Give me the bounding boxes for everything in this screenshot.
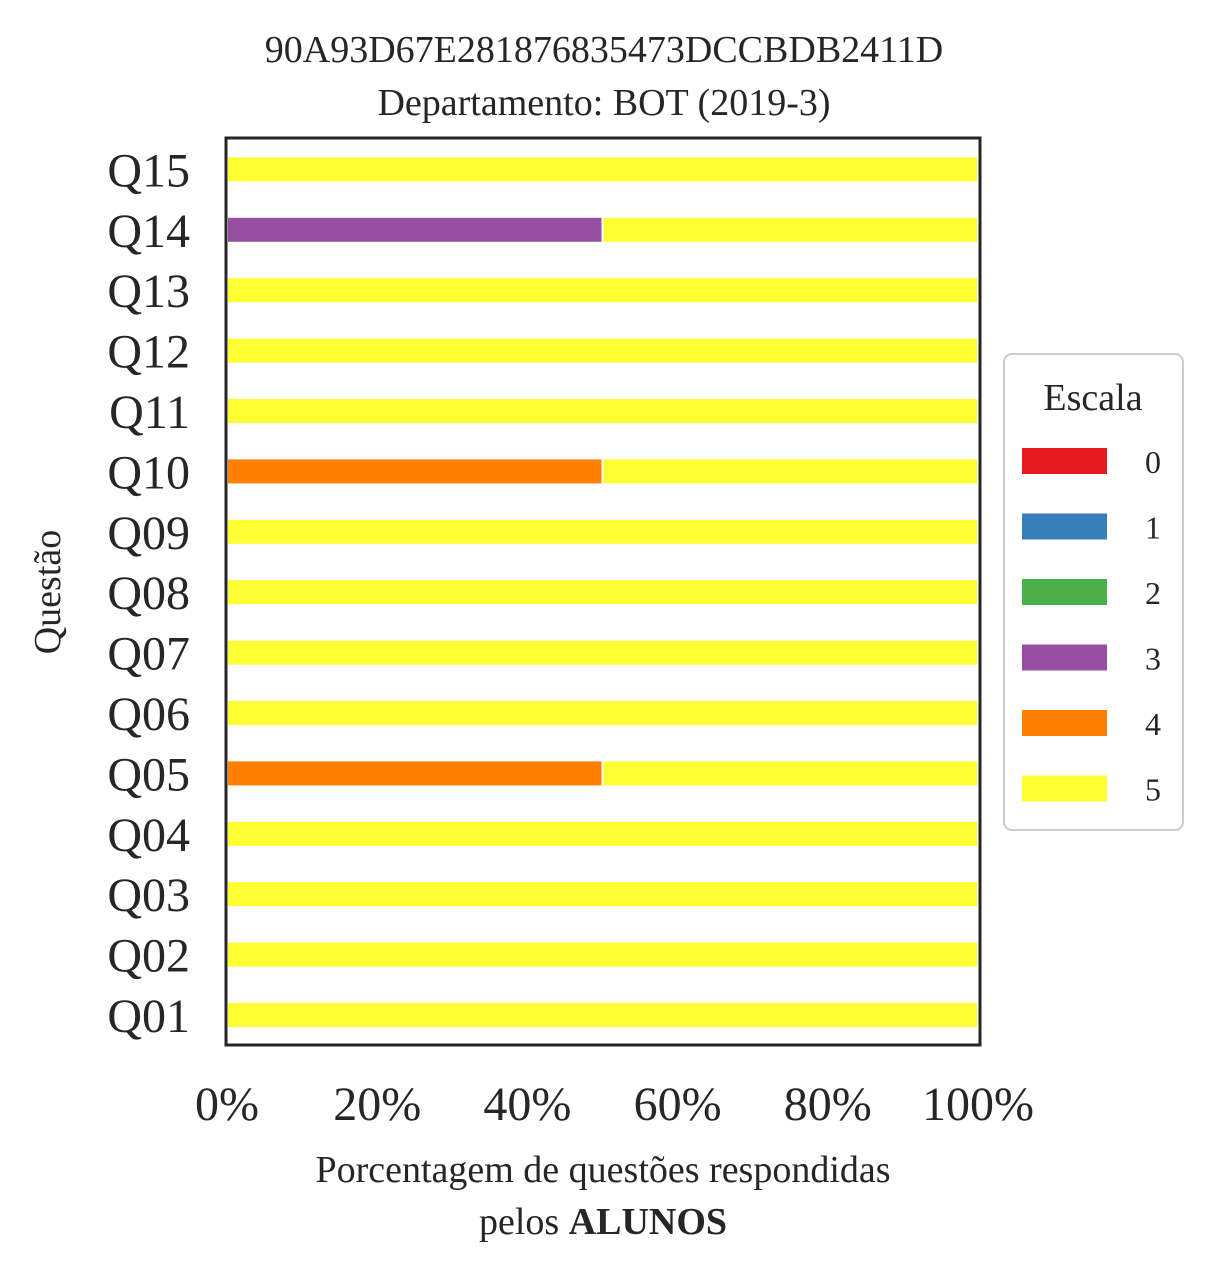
bar-q14-scale-5 — [601, 215, 979, 244]
x-axis-label-line1: Porcentagem de questões respondidas — [315, 1149, 890, 1191]
legend-items: 0 1 2 3 4 5 — [1022, 444, 1161, 808]
y-tick-label: Q03 — [107, 869, 190, 922]
bar-q09-scale-5 — [226, 517, 979, 546]
x-tick-label: 20% — [333, 1078, 421, 1131]
legend-swatch-5 — [1022, 775, 1107, 802]
legend: Escala 0 1 2 3 4 5 — [1003, 353, 1184, 831]
chart-subtitle: Departamento: BOT (2019-3) — [377, 82, 830, 124]
x-tick-label: 60% — [634, 1078, 722, 1131]
legend-swatch-0 — [1022, 448, 1107, 474]
bar-q04-scale-5 — [226, 819, 979, 848]
bar-q13-scale-5 — [226, 276, 979, 305]
x-tick-label: 100% — [922, 1078, 1034, 1131]
x-tick-labels: 0% 20% 40% 60% 80% 100% — [195, 1078, 1034, 1131]
bar-q12-scale-5 — [226, 336, 979, 365]
x-axis-label-bold: ALUNOS — [569, 1201, 727, 1243]
y-tick-label: Q07 — [107, 628, 190, 681]
y-tick-label: Q06 — [107, 688, 190, 741]
bar-q11-scale-5 — [226, 397, 979, 425]
legend-label-5: 5 — [1145, 772, 1161, 808]
legend-swatch-3 — [1022, 644, 1107, 671]
x-tick-label: 40% — [483, 1078, 571, 1131]
legend-label-1: 1 — [1145, 510, 1161, 546]
legend-swatch-1 — [1022, 513, 1107, 540]
y-tick-label: Q08 — [107, 567, 190, 620]
plot-frame — [224, 136, 982, 1047]
y-tick-label: Q04 — [107, 809, 190, 862]
bar-q15-scale-5 — [226, 155, 979, 184]
x-axis-label-prefix: pelos — [479, 1201, 569, 1243]
bar-q07-scale-5 — [226, 638, 979, 667]
bar-q10-scale-4 — [226, 457, 604, 486]
legend-label-4: 4 — [1145, 706, 1161, 742]
bar-q10-scale-5 — [601, 457, 979, 486]
bar-q05-scale-4 — [226, 759, 604, 788]
legend-title: Escala — [1043, 377, 1142, 419]
y-tick-label: Q13 — [107, 265, 190, 318]
bar-q08-scale-5 — [226, 578, 979, 607]
bar-q01-scale-5 — [226, 1001, 979, 1029]
y-tick-label: Q11 — [109, 386, 190, 439]
legend-label-0: 0 — [1145, 444, 1161, 480]
y-tick-label: Q05 — [107, 748, 190, 801]
x-tick-label: 0% — [195, 1078, 259, 1131]
y-tick-label: Q02 — [107, 930, 190, 983]
y-tick-label: Q01 — [107, 990, 190, 1043]
y-tick-label: Q09 — [107, 507, 190, 560]
bar-q02-scale-5 — [226, 940, 979, 969]
y-tick-label: Q15 — [107, 144, 190, 197]
legend-swatch-4 — [1022, 710, 1107, 736]
legend-label-2: 2 — [1145, 575, 1161, 611]
y-tick-label: Q14 — [107, 205, 190, 258]
x-tick-label: 80% — [784, 1078, 872, 1131]
chart-title: 90A93D67E281876835473DCCBDB2411D — [265, 29, 943, 71]
y-tick-label: Q10 — [107, 446, 190, 499]
legend-label-3: 3 — [1145, 641, 1161, 677]
bar-q14-scale-3 — [226, 215, 604, 244]
bar-q06-scale-5 — [226, 699, 979, 727]
legend-swatch-2 — [1022, 579, 1107, 605]
x-axis-label-line2: pelos ALUNOS — [479, 1201, 727, 1243]
y-tick-label: Q12 — [107, 326, 190, 379]
bars-group — [226, 155, 979, 1029]
y-tick-labels: Q01 Q02 Q03 Q04 Q05 Q06 Q07 Q08 Q09 Q10 Q11 Q12 Q13 Q… — [107, 144, 190, 1043]
y-axis-label: Questão — [27, 530, 69, 655]
bar-q05-scale-5 — [601, 759, 979, 788]
bar-q03-scale-5 — [226, 880, 979, 909]
